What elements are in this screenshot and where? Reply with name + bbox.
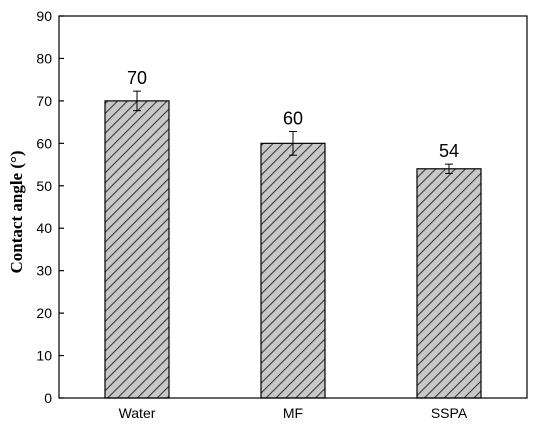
y-tick-label: 90: [36, 8, 52, 24]
y-tick-label: 40: [36, 220, 52, 236]
bar: [104, 100, 170, 399]
plot-frame: [58, 15, 528, 399]
y-tick-label: 80: [36, 50, 52, 66]
error-bar: [133, 90, 141, 112]
x-axis-tick-labels: Water MF SSPA: [119, 405, 468, 421]
bar: [260, 142, 326, 399]
data-labels: 70 60 54: [127, 68, 459, 161]
y-tick-label: 30: [36, 263, 52, 279]
error-bar: [445, 163, 453, 174]
y-tick-label: 20: [36, 305, 52, 321]
error-bars: [133, 90, 453, 174]
y-axis-title: Contact angle (°): [7, 151, 26, 274]
y-tick-label: 50: [36, 178, 52, 194]
y-tick-label: 60: [36, 135, 52, 151]
y-axis-ticks: [59, 15, 64, 399]
data-label: 60: [283, 108, 303, 128]
bars: [104, 100, 482, 399]
x-tick-label: Water: [119, 405, 156, 421]
bar: [416, 168, 482, 399]
y-tick-label: 70: [36, 93, 52, 109]
y-tick-label: 10: [36, 348, 52, 364]
x-tick-label: SSPA: [431, 405, 468, 421]
data-label: 70: [127, 68, 147, 88]
error-bar: [289, 130, 297, 156]
data-label: 54: [439, 141, 459, 161]
y-axis-tick-labels: 0 10 20 30 40 50 60 70 80 90: [36, 8, 52, 406]
x-tick-label: MF: [283, 405, 303, 421]
y-tick-label: 0: [44, 390, 52, 406]
